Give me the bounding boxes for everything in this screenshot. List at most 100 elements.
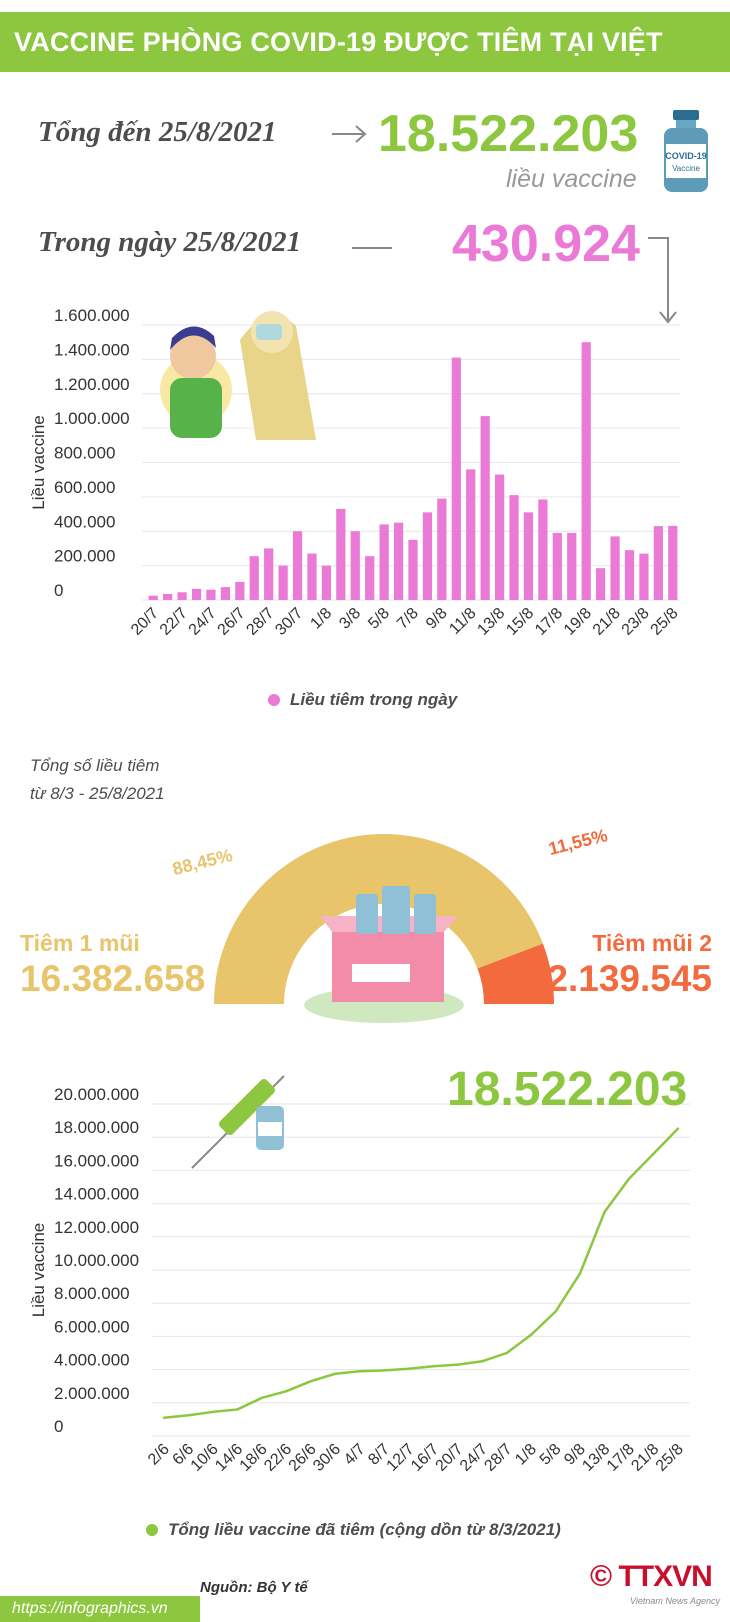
y-tick-label: 4.000.000 [54,1351,130,1370]
vaccine-box-illustration [304,886,464,1023]
line-point-21/8 [652,1152,655,1156]
line-point-30/6 [334,1372,337,1375]
bar-4/8 [365,556,375,600]
line-point-20/7 [456,1363,459,1366]
y-tick-label: 0 [54,1417,63,1436]
y-tick-label: 10.000.000 [54,1251,139,1270]
bar-26/7 [235,581,245,600]
gauge-title: Tổng số liều tiêm từ 8/3 - 25/8/2021 [30,752,165,808]
y-tick-label: 400.000 [54,512,115,531]
bar-25/7 [220,587,230,600]
bar-19/8 [581,342,591,600]
bar-21/8 [610,536,620,600]
bar-2/8 [336,508,346,600]
bar-24/7 [206,589,216,600]
gauge-slice-2 [477,943,554,1004]
total-label: Tổng đến 25/8/2021 [38,116,277,148]
bar-17/8 [552,532,562,600]
bar-22/8 [624,550,635,600]
gauge-title-line2: từ 8/3 - 25/8/2021 [30,784,165,803]
line-point-9/8 [578,1272,582,1275]
bar-28/7 [264,548,274,600]
bar-30/7 [292,531,303,600]
bar-25/8 [668,525,678,600]
line-point-8/7 [383,1369,386,1372]
line-point-6/6 [187,1414,190,1417]
ttxvn-logo-subtitle: Vietnam News Agency [630,1596,721,1606]
y-tick-label: 6.000.000 [54,1317,130,1336]
line-point-14/6 [236,1408,239,1411]
svg-text:Vaccine: Vaccine [672,164,700,173]
bar-3/8 [350,531,360,600]
y-tick-label: 1.400.000 [54,340,130,359]
ttxvn-logo: © TTXVN [590,1560,713,1593]
y-tick-label: 1.600.000 [54,306,130,325]
bar-20/7 [148,595,158,600]
legend-label: Liều tiêm trong ngày [290,690,458,709]
dose1-label: Tiêm 1 mũi [20,930,140,956]
line-point-24/7 [480,1360,484,1363]
bar-6/8 [393,522,404,600]
vaccine-vial-icon: COVID-19 Vaccine [664,110,708,192]
y-tick-label: 12.000.000 [54,1218,139,1237]
svg-text:COVID-19: COVID-19 [665,151,707,161]
bar-1/8 [321,565,332,600]
daily-chart-legend: Liều tiêm trong ngày [268,690,457,710]
dose2-label: Tiêm mũi 2 [592,930,712,956]
arrow-right-icon [332,125,367,143]
bar-29/7 [278,565,288,600]
unit-label: liều vaccine [506,165,637,193]
y-tick-label: 2.000.000 [54,1384,130,1403]
page-title: VACCINE PHÒNG COVID-19 ĐƯỢC TIÊM TẠI VIỆ… [0,12,730,117]
line-point-13/8 [603,1210,606,1214]
bar-10/8 [451,357,461,600]
gauge-slice-1 [214,833,543,1004]
legend-marker [146,1524,158,1536]
line-point-2/6 [162,1416,166,1419]
bar-27/7 [249,556,259,600]
line-point-25/8 [676,1127,680,1130]
legend-marker [268,694,280,706]
gauge-title-line1: Tổng số liều tiêm [30,756,160,775]
line-point-26/6 [309,1380,313,1383]
bar-11/8 [466,469,476,600]
y-tick-label: 20.000.000 [54,1085,139,1104]
day-label: Trong ngày 25/8/2021 [38,226,302,258]
nurse-illustration [160,311,316,440]
y-tick-label: 8.000.000 [54,1284,130,1303]
y-tick-label: 0 [54,581,63,600]
line-point-28/7 [505,1351,508,1355]
line-point-16/7 [432,1365,435,1368]
bar-13/8 [494,474,505,600]
dose2-value: 2.139.545 [547,958,712,999]
bar-7/8 [408,539,418,600]
cumulative-line [163,1127,679,1419]
bar-22/7 [177,592,187,600]
bar-5/8 [379,524,389,600]
line-point-5/8 [554,1310,557,1313]
y-tick-label: 1.000.000 [54,409,130,428]
bar-12/8 [480,416,490,600]
line-point-12/7 [407,1367,410,1370]
y-tick-label: 800.000 [54,444,115,463]
footer-url[interactable]: https://infographics.vn [0,1596,200,1622]
bar-18/8 [567,532,577,600]
bar-9/8 [437,498,447,600]
y-tick-label: 600.000 [54,478,115,497]
y-tick-label: 16.000.000 [54,1151,139,1170]
y-axis-label: Liều vaccine [29,415,48,510]
dose1-value: 16.382.658 [20,958,206,999]
dash-line [352,247,392,249]
line-point-1/8 [529,1333,533,1336]
y-axis-label: Liều vaccine [29,1223,48,1318]
line-point-17/8 [627,1177,631,1180]
line-point-10/6 [211,1410,215,1414]
cumulative-total-value: 18.522.203 [447,1063,688,1116]
daily-doses-value: 430.924 [452,215,640,273]
y-tick-label: 1.200.000 [54,375,130,394]
bar-15/8 [523,512,534,600]
bar-24/8 [653,526,663,600]
bar-8/8 [422,512,433,600]
